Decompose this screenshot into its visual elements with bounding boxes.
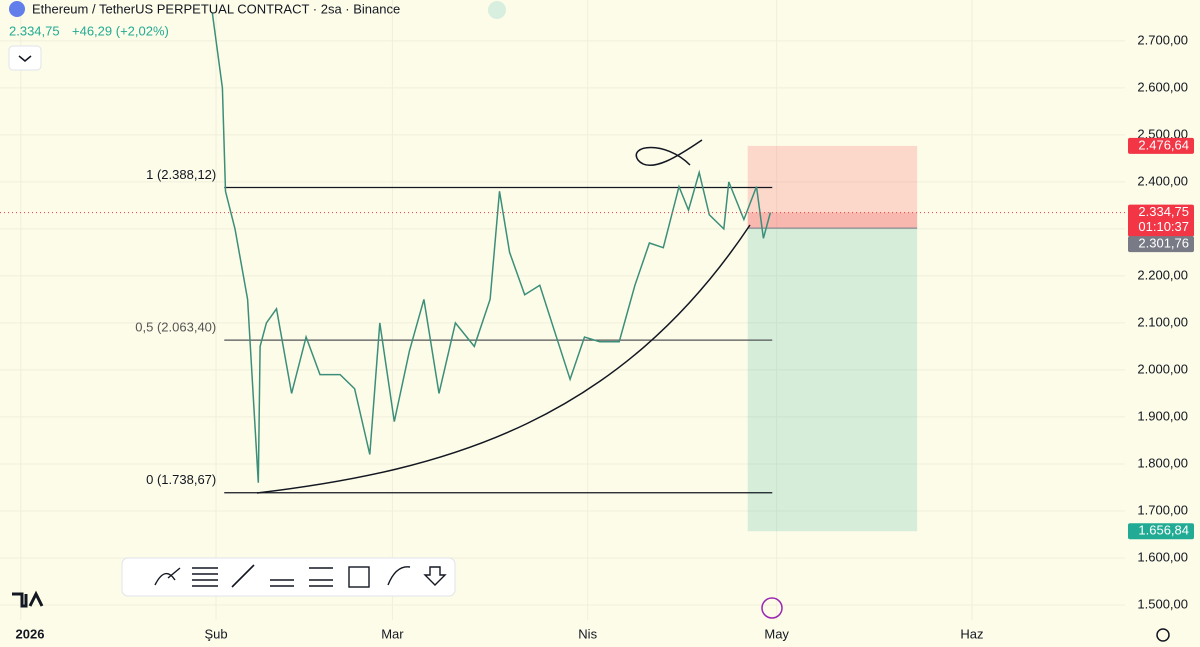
axes: 1.500,00 1.600,00 1.700,00 1.800,00 1.900,00… [16,32,1194,641]
brush-tool[interactable] [154,567,181,586]
price-tag [1128,236,1194,253]
eth-icon [9,1,25,17]
price-tag-label: 1.656,84 [1138,523,1189,538]
fib-label: 0 (1.738,67) [146,472,216,487]
y-tick-label: 2.600,00 [1137,79,1188,94]
target-zone [747,228,918,532]
x-tick-label: Nis [578,626,597,641]
status-dot [488,1,506,19]
x-tick-label: Mar [381,626,404,641]
y-tick-label: 2.400,00 [1137,173,1188,188]
long-tool[interactable] [270,579,294,587]
y-tick-label: 1.900,00 [1137,408,1188,423]
curve-drawing [256,224,751,494]
alert-icon[interactable] [761,597,783,619]
price-tag [1128,523,1194,540]
tv-logo [12,590,44,608]
symbol-title: Ethereum / TetherUS PERPETUAL CONTRACT ·… [32,1,400,16]
y-tick-label: 1.700,00 [1137,502,1188,517]
grid [0,0,1125,620]
price-tag-label: 2.334,75 [1138,204,1189,219]
y-tick-label: 1.800,00 [1137,455,1188,470]
arrow-tool[interactable] [423,566,447,586]
countdown: 01:10:37 [1138,219,1189,234]
path-tool[interactable] [387,566,411,586]
open-loss [747,212,918,229]
x-tick-label: Şub [204,626,227,641]
collapse-button[interactable] [8,45,42,71]
settings-icon[interactable] [1156,628,1170,642]
trendline-tool[interactable] [231,564,255,588]
y-tick-label: 2.500,00 [1137,126,1188,141]
price-tool[interactable] [309,567,333,587]
y-tick-label: 1.600,00 [1137,549,1188,564]
price-tag [1128,137,1194,154]
header-price: 2.334,75 [9,23,60,38]
y-tick-label: 1.500,00 [1137,596,1188,611]
x-tick-label: May [764,626,789,641]
price-tag-label: 2.301,76 [1138,236,1189,251]
fib-label: 0,5 (2.063,40) [135,320,216,335]
y-tick-label: 2.700,00 [1137,32,1188,47]
rect-tool[interactable] [348,566,370,588]
x-tick-label: Haz [960,626,983,641]
y-tick-label: 2.100,00 [1137,314,1188,329]
fib-tool[interactable] [192,567,218,587]
price-tag [1128,204,1194,237]
stop-zone [747,145,918,229]
x-tick-label: 2026 [16,626,45,641]
plot: 1 (2.388,12) 0,5 (2.063,40) 0 (1.738,67) [0,12,1125,532]
header-change: +46,29 (+2,02%) [72,23,169,38]
price-tag-label: 2.476,64 [1138,137,1189,152]
loop-drawing [635,139,703,166]
drawing-toolbar [121,557,456,597]
y-tick-label: 2.000,00 [1137,361,1188,376]
y-tick-label: 2.200,00 [1137,267,1188,282]
fib-label: 1 (2.388,12) [146,167,216,182]
price-line [211,12,772,483]
chevron-icon [18,55,32,62]
